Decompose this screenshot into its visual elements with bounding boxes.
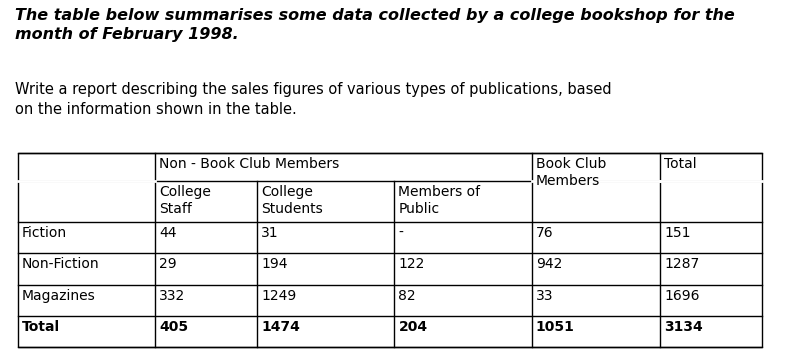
Text: Members of
Public: Members of Public <box>398 185 481 216</box>
Text: 76: 76 <box>536 225 553 240</box>
Text: Fiction: Fiction <box>22 225 67 240</box>
Bar <box>18 153 762 347</box>
Text: 33: 33 <box>536 289 553 303</box>
Text: 1051: 1051 <box>536 320 574 334</box>
Text: 405: 405 <box>159 320 189 334</box>
Text: Write a report describing the sales figures of various types of publications, ba: Write a report describing the sales figu… <box>15 82 611 117</box>
Text: 29: 29 <box>159 257 177 271</box>
Text: The table below summarises some data collected by a college bookshop for the
mon: The table below summarises some data col… <box>15 8 735 42</box>
Text: 122: 122 <box>398 257 424 271</box>
Text: 204: 204 <box>398 320 428 334</box>
Text: 1696: 1696 <box>664 289 700 303</box>
Text: Non-Fiction: Non-Fiction <box>22 257 99 271</box>
Text: 31: 31 <box>261 225 279 240</box>
Text: 44: 44 <box>159 225 177 240</box>
Text: 332: 332 <box>159 289 185 303</box>
Text: College
Staff: College Staff <box>159 185 211 216</box>
Text: 194: 194 <box>261 257 288 271</box>
Text: 1287: 1287 <box>664 257 699 271</box>
Text: 1249: 1249 <box>261 289 297 303</box>
Text: 942: 942 <box>536 257 562 271</box>
Text: Book Club
Members: Book Club Members <box>536 157 606 188</box>
Text: -: - <box>398 225 403 240</box>
Text: Total: Total <box>22 320 60 334</box>
Text: Magazines: Magazines <box>22 289 95 303</box>
Text: 3134: 3134 <box>664 320 703 334</box>
Text: College
Students: College Students <box>261 185 323 216</box>
Text: 82: 82 <box>398 289 416 303</box>
Text: Non - Book Club Members: Non - Book Club Members <box>159 157 339 171</box>
Text: 1474: 1474 <box>261 320 300 334</box>
Text: 151: 151 <box>664 225 690 240</box>
Text: Total: Total <box>664 157 697 171</box>
